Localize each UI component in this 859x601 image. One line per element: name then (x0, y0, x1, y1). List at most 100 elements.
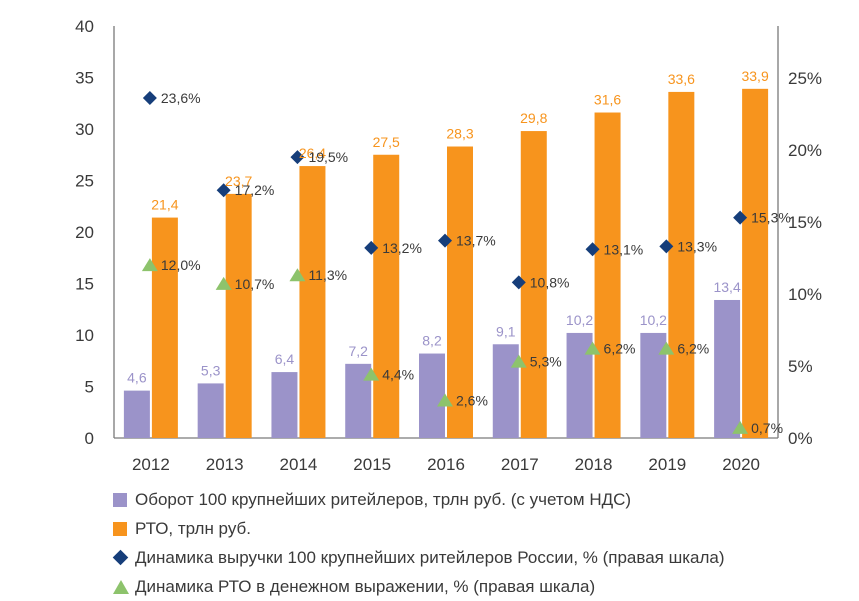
marker-rto-dynamics (141, 258, 158, 272)
legend-item-rto: РТО, трлн руб. (113, 514, 725, 543)
x-tick-label: 2016 (427, 455, 465, 474)
marker-revenue-dynamics (142, 91, 157, 106)
markers (141, 91, 749, 434)
legend-triangle-icon (113, 579, 129, 594)
marker-rto-dynamics-label: 5,3% (530, 354, 562, 370)
y-left-tick-label: 10 (75, 326, 94, 345)
bar-turnover (492, 344, 519, 438)
marker-revenue-dynamics-label: 17,2% (235, 182, 275, 198)
bar-rto (447, 146, 473, 438)
marker-rto-dynamics-label: 12,0% (161, 257, 201, 273)
bar-turnover (271, 372, 298, 438)
legend-item-turnover: Оборот 100 крупнейших ритейлеров, трлн р… (113, 485, 725, 514)
legend-swatch-purple-square (113, 492, 127, 507)
bar-turnover-label: 8,2 (422, 333, 442, 349)
y-right-tick-label: 0% (788, 429, 813, 448)
x-tick-label: 2017 (501, 455, 539, 474)
bar-turnover-label: 6,4 (275, 351, 295, 367)
y-right-tick-label: 15% (788, 213, 822, 232)
bar-rto-label: 23,7 (225, 173, 252, 189)
marker-revenue-dynamics-label: 13,2% (382, 240, 422, 256)
y-left-tick-label: 15 (75, 275, 94, 294)
x-tick-label: 2014 (280, 455, 318, 474)
bars (123, 88, 769, 439)
legend-label: Динамика РТО в денежном выражении, % (пр… (135, 576, 596, 596)
marker-revenue-dynamics-label: 13,3% (677, 238, 717, 254)
bar-turnover-label: 7,2 (348, 343, 368, 359)
marker-rto-dynamics (289, 268, 306, 282)
marker-revenue-dynamics (364, 240, 379, 255)
x-tick-label: 2020 (722, 455, 760, 474)
marker-rto-dynamics-label: 6,2% (677, 341, 709, 357)
bar-rto (299, 166, 326, 438)
bar-turnover (714, 299, 741, 438)
bar-rto-label: 33,9 (741, 68, 768, 84)
bar-turnover-label: 10,2 (640, 312, 667, 328)
marker-rto-dynamics-label: 4,4% (382, 367, 414, 383)
x-tick-label: 2013 (206, 455, 244, 474)
marker-rto-dynamics-label: 0,7% (751, 420, 783, 436)
x-tick-label: 2018 (575, 455, 613, 474)
marker-revenue-dynamics (511, 275, 526, 290)
bar-turnover-label: 4,6 (127, 370, 147, 386)
marker-rto-dynamics (510, 354, 527, 368)
legend-label: Динамика выручки 100 крупнейших ритейлер… (135, 547, 725, 567)
bar-rto (668, 91, 695, 439)
axes: 0 5 10 15 20 25 30 35 40 0% 5% 10% 15% 20% 25% 2012 2013… (75, 17, 822, 474)
bar-turnover-label: 9,1 (496, 323, 516, 339)
bar-rto-label: 31,6 (594, 92, 621, 108)
marker-revenue-dynamics (438, 233, 452, 248)
marker-revenue-dynamics-label: 15,3% (751, 210, 791, 226)
data-labels: 4,6 21,4 23,6% 12,0% 5,3 23,717,2% 10,7% 6,4 26,… (127, 68, 791, 436)
marker-rto-dynamics (658, 341, 675, 355)
bar-rto-label: 21,4 (151, 197, 178, 213)
bar-rto (373, 154, 400, 438)
bar-turnover (197, 383, 224, 438)
y-left-tick-label: 20 (75, 223, 94, 242)
bar-rto-label: 26,4 (299, 145, 326, 161)
legend-swatch-orange-square (113, 521, 127, 536)
bar-rto (742, 88, 769, 438)
x-tick-label: 2012 (132, 455, 170, 474)
legend-label: Оборот 100 крупнейших ритейлеров, трлн р… (135, 489, 632, 509)
y-right-tick-label: 10% (788, 285, 822, 304)
marker-rto-dynamics-label: 11,3% (308, 267, 347, 283)
legend-item-rto-dynamics: Динамика РТО в денежном выражении, % (пр… (113, 572, 725, 601)
marker-revenue-dynamics-label: 19,5% (308, 149, 348, 165)
legend: Оборот 100 крупнейших ритейлеров, трлн р… (112, 485, 725, 601)
y-right-tick-label: 20% (788, 141, 822, 160)
marker-rto-dynamics (363, 367, 380, 381)
marker-rto-dynamics (437, 393, 453, 407)
y-left-tick-label: 35 (75, 69, 94, 88)
chart: 0 5 10 15 20 25 30 35 40 0% 5% 10% 15% 20% 25% 2012 2013… (75, 17, 822, 474)
marker-rto-dynamics-label: 6,2% (604, 341, 636, 357)
bar-rto (225, 193, 252, 438)
y-right-tick-label: 5% (788, 357, 813, 376)
bar-turnover (419, 353, 445, 438)
marker-revenue-dynamics (659, 239, 674, 254)
bar-rto (594, 112, 621, 439)
bar-turnover-label: 5,3 (201, 362, 221, 378)
marker-revenue-dynamics-label: 13,1% (604, 241, 644, 257)
marker-rto-dynamics-label: 2,6% (456, 393, 488, 409)
marker-revenue-dynamics (585, 242, 600, 257)
marker-revenue-dynamics-label: 10,8% (530, 274, 570, 290)
legend-item-revenue-dynamics: Динамика выручки 100 крупнейших ритейлер… (112, 543, 725, 572)
x-tick-label: 2015 (353, 455, 391, 474)
x-tick-label: 2019 (648, 455, 686, 474)
bar-rto (151, 217, 178, 438)
bar-rto-label: 33,6 (668, 71, 695, 87)
y-left-tick-label: 25 (75, 172, 94, 191)
y-right-tick-label: 25% (788, 69, 822, 88)
marker-revenue-dynamics (216, 183, 231, 198)
marker-rto-dynamics (584, 341, 601, 355)
legend-label: РТО, трлн руб. (135, 518, 251, 538)
bar-rto-label: 27,5 (373, 134, 400, 150)
y-left-tick-label: 40 (75, 17, 94, 36)
marker-revenue-dynamics (733, 210, 748, 225)
marker-revenue-dynamics-label: 13,7% (456, 233, 496, 249)
bar-turnover-label: 13,4 (713, 279, 740, 295)
bar-rto (520, 131, 547, 438)
marker-rto-dynamics (732, 420, 749, 434)
y-left-tick-label: 30 (75, 120, 94, 139)
